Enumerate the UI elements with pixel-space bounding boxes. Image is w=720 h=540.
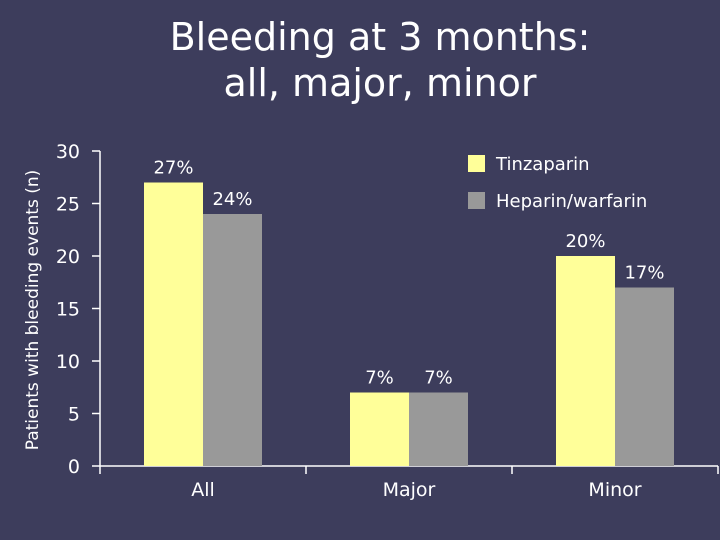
y-tick-label: 5: [68, 404, 80, 426]
plot-area: 0 5 10 15 20 25 30 27% 24% All 7% 7% Major 20% 17% Mino…: [56, 141, 719, 501]
y-tick-label: 10: [56, 351, 80, 373]
data-label: 27%: [153, 158, 193, 179]
legend-swatch: [468, 155, 485, 172]
slide-title-line-2: all, major, minor: [223, 61, 537, 105]
bar-tinzaparin-major: [350, 392, 409, 466]
data-label: 17%: [624, 263, 664, 284]
bar-heparin-warfarin-minor: [615, 287, 674, 466]
slide-title-line-1: Bleeding at 3 months:: [169, 15, 591, 59]
slide-title: Bleeding at 3 months: all, major, minor: [0, 14, 720, 106]
bar-tinzaparin-all: [144, 182, 203, 466]
y-tick-label: 15: [56, 299, 80, 321]
x-tick-label: All: [191, 479, 215, 501]
legend: Tinzaparin Heparin/warfarin: [468, 154, 647, 212]
bar-heparin-warfarin-all: [203, 214, 262, 466]
y-tick-label: 25: [56, 194, 80, 216]
y-tick-label: 0: [68, 456, 80, 478]
legend-label: Tinzaparin: [495, 154, 590, 175]
x-tick-label: Minor: [588, 479, 641, 501]
legend-swatch: [468, 192, 485, 209]
y-axis-label: Patients with bleeding events (n): [23, 170, 43, 451]
data-label: 24%: [212, 189, 252, 210]
data-label: 7%: [424, 368, 453, 389]
data-label: 7%: [365, 368, 394, 389]
bar-heparin-warfarin-major: [409, 392, 468, 466]
y-tick-label: 30: [56, 141, 80, 163]
y-tick-label: 20: [56, 246, 80, 268]
data-label: 20%: [565, 231, 605, 252]
bar-tinzaparin-minor: [556, 256, 615, 466]
legend-label: Heparin/warfarin: [496, 191, 647, 212]
x-tick-label: Major: [383, 479, 436, 501]
